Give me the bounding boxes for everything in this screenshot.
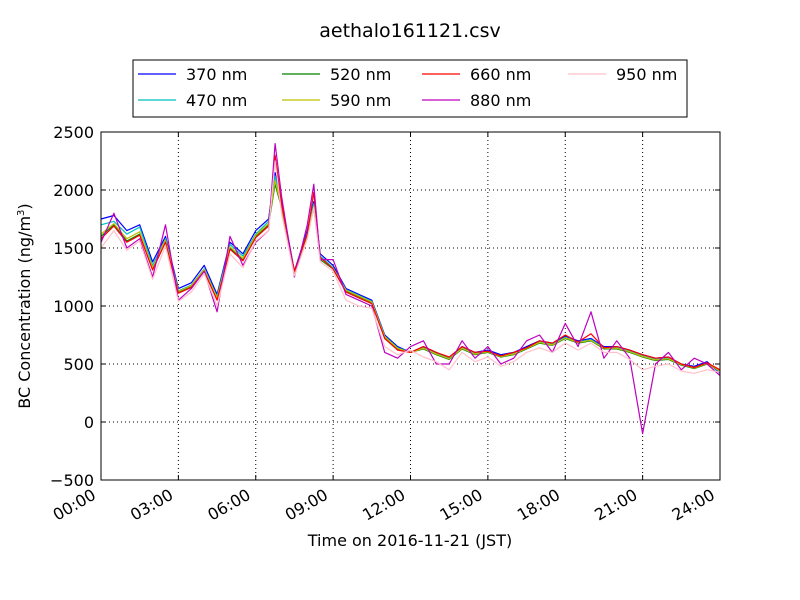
y-axis-label-main: BC Concentration (ng/m xyxy=(15,216,34,409)
x-tick-label: 06:00 xyxy=(204,485,253,525)
legend-label: 590 nm xyxy=(330,91,391,110)
y-tick-label: 500 xyxy=(63,355,94,374)
y-tick-labels: −500 0 500 1000 1500 2000 2500 xyxy=(50,123,94,490)
legend-entries: 370 nm 470 nm 520 nm 590 nm 660 nm 880 nm 950 … xyxy=(138,65,677,110)
plot-background xyxy=(101,132,720,480)
axis-ticks xyxy=(100,131,721,481)
y-axis-label-sup: 3 xyxy=(16,210,27,216)
legend-frame xyxy=(132,59,688,118)
y-tick-label: 2000 xyxy=(53,181,94,200)
y-tick-label: −500 xyxy=(50,471,94,490)
y-tick-label: 0 xyxy=(84,413,94,432)
y-tick-label: 1000 xyxy=(53,297,94,316)
legend-label: 370 nm xyxy=(186,65,247,84)
x-tick-label: 15:00 xyxy=(436,485,485,525)
series-line-590-nm xyxy=(100,180,721,372)
series-lines xyxy=(100,143,721,435)
x-tick-label: 18:00 xyxy=(514,485,563,525)
x-tick-label: 03:00 xyxy=(127,485,176,525)
legend-label: 520 nm xyxy=(330,65,391,84)
legend-label: 660 nm xyxy=(470,65,531,84)
series-line-950-nm xyxy=(100,160,721,374)
plot-area xyxy=(100,131,721,481)
legend-label: 880 nm xyxy=(470,91,531,110)
x-axis-label: Time on 2016-11-21 (JST) xyxy=(307,531,512,550)
chart-title: aethalo161121.csv xyxy=(319,20,501,42)
x-tick-label: 21:00 xyxy=(591,485,640,525)
y-tick-label: 2500 xyxy=(53,123,94,142)
y-axis-label: BC Concentration (ng/m3) xyxy=(15,203,34,408)
legend: 370 nm 470 nm 520 nm 590 nm 660 nm 880 nm 950 … xyxy=(132,59,688,118)
y-axis-label-end: ) xyxy=(15,203,34,209)
x-tick-labels: 00:00 03:00 06:00 09:00 12:00 15:00 18:00 21:00… xyxy=(50,485,718,525)
legend-label: 950 nm xyxy=(616,65,677,84)
legend-label: 470 nm xyxy=(186,91,247,110)
y-tick-label: 1500 xyxy=(53,239,94,258)
x-tick-label: 12:00 xyxy=(359,485,408,525)
x-tick-label: 09:00 xyxy=(282,485,331,525)
x-tick-label: 24:00 xyxy=(669,485,718,525)
x-tick-label: 00:00 xyxy=(50,485,99,525)
